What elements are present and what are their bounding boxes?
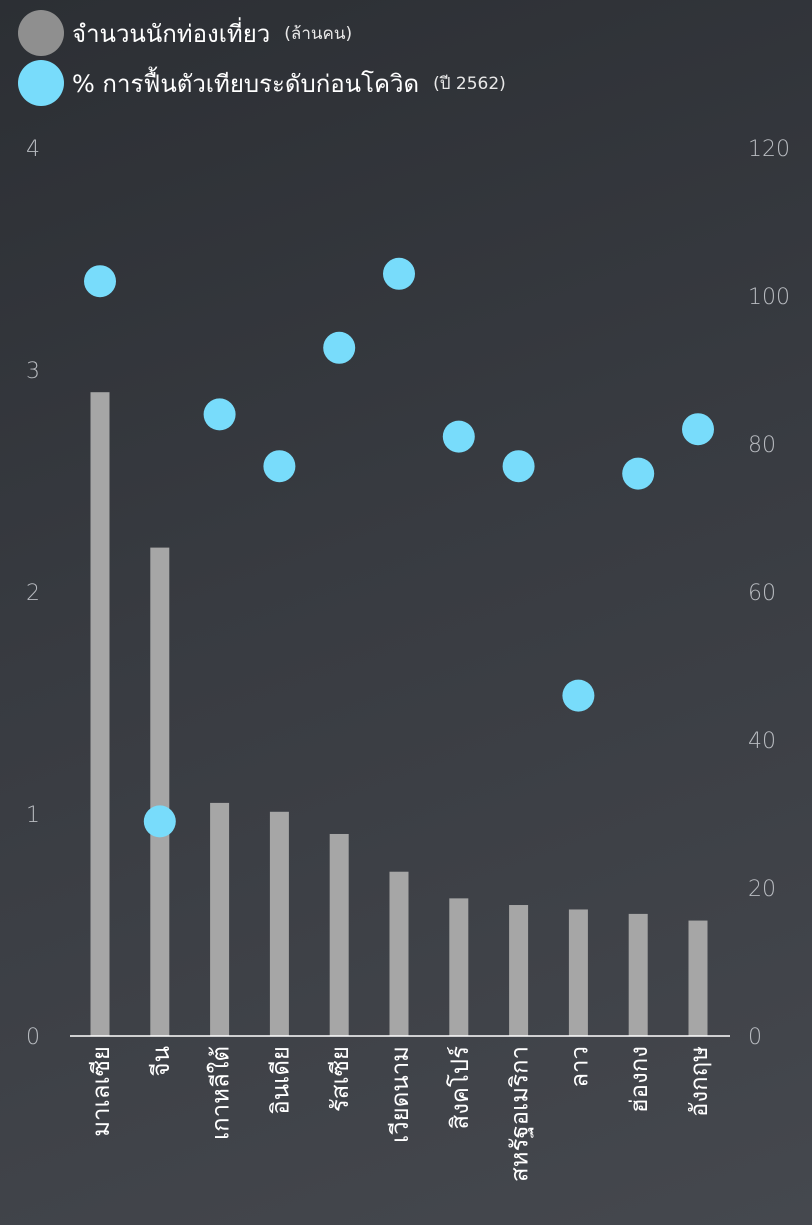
recovery-point bbox=[562, 679, 595, 712]
recovery-point bbox=[84, 265, 116, 298]
bar bbox=[329, 833, 349, 1036]
recovery-point bbox=[442, 420, 475, 453]
legend-unit-recovery: (ปี 2562) bbox=[433, 73, 506, 94]
right-axis-tick: 20 bbox=[748, 877, 776, 902]
bar bbox=[568, 909, 588, 1036]
category-label: ฮ่องกง bbox=[625, 1046, 653, 1113]
recovery-point bbox=[143, 805, 176, 838]
bar bbox=[449, 898, 469, 1036]
category-label: สหรัฐอเมริกา bbox=[506, 1046, 534, 1182]
category-label: เวียดนาม bbox=[386, 1046, 414, 1143]
recovery-point bbox=[323, 331, 356, 364]
legend-label-visitors: จำนวนนักท่องเที่ยว bbox=[72, 19, 271, 48]
left-axis-tick: 4 bbox=[26, 137, 40, 162]
category-label: ลาว bbox=[565, 1046, 593, 1088]
bar bbox=[509, 905, 529, 1036]
left-axis-tick: 3 bbox=[26, 359, 40, 384]
right-axis-tick: 80 bbox=[748, 433, 776, 458]
recovery-point bbox=[682, 413, 714, 446]
legend-item-visitors: จำนวนนักท่องเที่ยว (ล้านคน) bbox=[18, 8, 506, 58]
bar bbox=[90, 392, 110, 1036]
left-axis-tick: 1 bbox=[26, 803, 40, 828]
right-axis-tick: 100 bbox=[748, 285, 790, 310]
legend-label-recovery: % การฟื้นตัวเทียบระดับก่อนโควิด bbox=[72, 69, 420, 98]
bar bbox=[210, 802, 230, 1036]
right-axis-tick: 0 bbox=[748, 1025, 762, 1050]
category-label: อินเดีย bbox=[266, 1046, 294, 1115]
legend: จำนวนนักท่องเที่ยว (ล้านคน) % การฟื้นตัว… bbox=[18, 8, 506, 108]
legend-item-recovery: % การฟื้นตัวเทียบระดับก่อนโควิด (ปี 2562… bbox=[18, 58, 506, 108]
legend-unit-visitors: (ล้านคน) bbox=[284, 23, 353, 44]
bar bbox=[150, 547, 170, 1036]
recovery-point bbox=[383, 257, 415, 290]
category-label: สิงคโปร์ bbox=[446, 1046, 474, 1130]
bar bbox=[269, 811, 289, 1036]
category-label: รัสเซีย bbox=[326, 1046, 354, 1112]
category-label: จีน bbox=[147, 1046, 175, 1076]
recovery-point bbox=[203, 398, 236, 431]
left-axis-tick: 2 bbox=[26, 581, 40, 606]
left-axis-tick: 0 bbox=[26, 1025, 40, 1050]
right-axis-tick: 120 bbox=[748, 137, 790, 162]
bar bbox=[688, 920, 708, 1036]
right-axis-tick: 60 bbox=[748, 581, 776, 606]
category-label: มาเลเซีย bbox=[87, 1046, 115, 1137]
recovery-point bbox=[502, 450, 535, 483]
legend-swatch-visitors bbox=[18, 10, 64, 56]
legend-swatch-recovery bbox=[18, 60, 64, 106]
category-label: เกาหลีใต้ bbox=[207, 1046, 235, 1140]
bar bbox=[389, 871, 409, 1036]
recovery-point bbox=[622, 457, 655, 490]
category-label: อังกฤษ bbox=[685, 1046, 713, 1117]
recovery-point bbox=[263, 450, 296, 483]
right-axis-tick: 40 bbox=[748, 729, 776, 754]
bar bbox=[628, 913, 648, 1036]
